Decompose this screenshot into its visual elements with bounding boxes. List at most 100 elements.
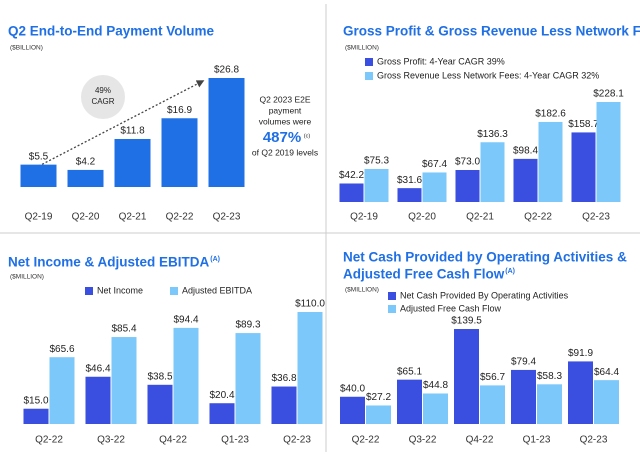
bar xyxy=(173,327,199,424)
annotation: CAGR xyxy=(91,97,114,106)
x-tick-label: Q2-19 xyxy=(25,212,53,223)
legend-label: Adjusted Free Cash Flow xyxy=(400,303,502,313)
data-label: $98.4 xyxy=(513,146,538,157)
data-label: $65.6 xyxy=(49,344,74,355)
bar xyxy=(49,357,75,424)
legend-label: Net Income xyxy=(97,285,143,295)
data-label: $15.0 xyxy=(23,395,48,406)
subtitle: ($MILLION) xyxy=(10,274,44,281)
trend-arrow xyxy=(34,80,205,169)
bar xyxy=(480,385,505,424)
data-label: $26.8 xyxy=(214,65,239,76)
legend-swatch xyxy=(365,72,373,80)
data-label: $85.4 xyxy=(111,324,136,335)
data-label: $94.4 xyxy=(173,315,198,326)
data-label: $36.8 xyxy=(271,373,296,384)
legend-label: Gross Revenue Less Network Fees: 4-Year … xyxy=(377,70,599,80)
x-tick-label: Q2-21 xyxy=(119,212,147,223)
legend-label: Gross Profit: 4-Year CAGR 39% xyxy=(377,56,505,66)
cagr-badge xyxy=(81,75,125,119)
data-label: $136.3 xyxy=(477,129,508,140)
data-label: $89.3 xyxy=(235,320,260,331)
data-label: $158.7 xyxy=(568,119,599,130)
bar xyxy=(423,393,448,424)
x-tick-label: Q1-23 xyxy=(221,435,249,446)
bar xyxy=(571,132,596,202)
bar xyxy=(85,376,111,424)
data-label: $42.2 xyxy=(339,170,364,181)
data-label: $38.5 xyxy=(147,371,172,382)
data-label: $139.5 xyxy=(451,316,482,327)
legend-swatch xyxy=(170,287,178,295)
legend-swatch xyxy=(388,292,396,300)
x-tick-label: Q2-23 xyxy=(283,435,311,446)
data-label: $65.1 xyxy=(397,366,422,377)
bar xyxy=(364,168,389,202)
annotation: 49% xyxy=(95,86,111,95)
data-label: $16.9 xyxy=(167,105,192,116)
x-tick-label: Q3-22 xyxy=(409,435,437,446)
data-label: $79.4 xyxy=(511,357,536,368)
bar xyxy=(209,403,235,424)
bar xyxy=(297,312,323,424)
bar xyxy=(511,369,536,424)
annotation: (c) xyxy=(304,133,311,139)
bar xyxy=(114,139,151,187)
x-tick-label: Q4-22 xyxy=(159,435,187,446)
data-label: $56.7 xyxy=(480,372,505,383)
bar xyxy=(397,188,422,202)
bar xyxy=(422,172,447,202)
bar xyxy=(208,78,245,187)
x-tick-label: Q3-22 xyxy=(97,435,125,446)
chart-title: Net Income & Adjusted EBITDA xyxy=(8,255,210,270)
bar xyxy=(454,329,479,424)
bar xyxy=(271,386,297,424)
data-label: $46.4 xyxy=(85,363,110,374)
data-label: $40.0 xyxy=(340,383,365,394)
x-tick-label: Q2-21 xyxy=(466,212,494,223)
x-tick-label: Q2-22 xyxy=(166,212,194,223)
bar xyxy=(397,379,422,424)
bar xyxy=(339,183,364,202)
bar xyxy=(23,408,49,424)
x-tick-label: Q2-23 xyxy=(580,435,608,446)
annotation: 487% xyxy=(263,129,301,146)
bar xyxy=(366,405,391,424)
bar xyxy=(594,380,619,424)
data-label: $20.4 xyxy=(209,390,234,401)
bar xyxy=(455,169,480,202)
chart-title: Gross Profit & Gross Revenue Less Networ… xyxy=(343,24,640,39)
data-label: $5.5 xyxy=(29,151,49,162)
chart-title: Q2 End-to-End Payment Volume xyxy=(8,24,215,39)
bar xyxy=(161,118,198,187)
subtitle: ($MILLION) xyxy=(345,287,379,294)
bar xyxy=(538,121,563,202)
data-label: $31.6 xyxy=(397,175,422,186)
x-tick-label: Q2-22 xyxy=(35,435,63,446)
bar xyxy=(513,158,538,202)
x-tick-label: Q2-20 xyxy=(408,212,436,223)
data-label: $228.1 xyxy=(593,89,624,100)
legend-label: Net Cash Provided By Operating Activitie… xyxy=(400,290,569,300)
title-note: (A) xyxy=(210,256,220,263)
data-label: $64.4 xyxy=(594,367,619,378)
bar xyxy=(20,164,57,187)
x-tick-label: Q2-23 xyxy=(213,212,241,223)
x-tick-label: Q2-22 xyxy=(524,212,552,223)
annotation: Q2 2023 E2E xyxy=(259,94,310,104)
bar xyxy=(537,384,562,424)
data-label: $110.0 xyxy=(295,299,325,310)
bar xyxy=(480,142,505,202)
legend-label: Adjusted EBITDA xyxy=(182,285,252,295)
x-tick-label: Q2-19 xyxy=(350,212,378,223)
bar xyxy=(147,384,173,424)
data-label: $58.3 xyxy=(537,371,562,382)
x-tick-label: Q2-23 xyxy=(582,212,610,223)
data-label: $67.4 xyxy=(422,159,447,170)
annotation: volumes were xyxy=(259,116,312,126)
data-label: $27.2 xyxy=(366,392,391,403)
legend-swatch xyxy=(388,305,396,313)
legend-swatch xyxy=(365,58,373,66)
subtitle: ($MILLION) xyxy=(345,45,379,52)
